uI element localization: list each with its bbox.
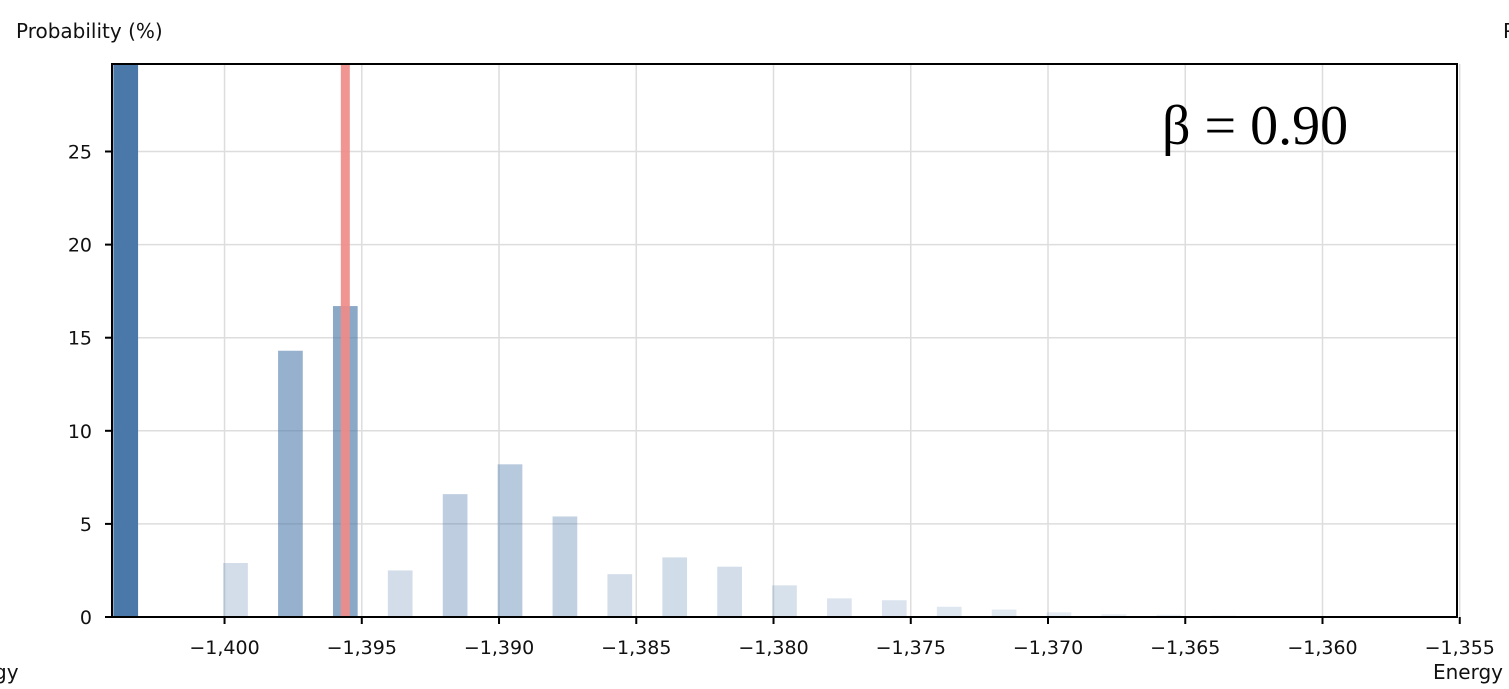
x-axis-ticks: −1,400 −1,395 −1,390 −1,385 −1,380 −1,375 −1,3…: [189, 617, 1495, 659]
x-tick-label: −1,360: [1287, 637, 1357, 659]
x-tick-label: −1,370: [1013, 637, 1083, 659]
histogram-bar: [607, 574, 633, 617]
histogram-bar: [497, 464, 523, 617]
histogram-bar: [1156, 614, 1182, 617]
x-tick-label: −1,385: [601, 637, 671, 659]
x-tick-label: −1,380: [738, 637, 808, 659]
reference-line: [340, 64, 350, 617]
histogram-bar: [991, 609, 1017, 617]
y-tick-label: 20: [68, 235, 92, 257]
left-edge-label: gy: [0, 660, 19, 684]
histogram-bar: [1101, 614, 1127, 617]
histogram-bar: [772, 585, 797, 617]
histogram-bar: [113, 64, 139, 617]
x-tick-label: −1,395: [327, 637, 397, 659]
y-tick-label: 0: [80, 607, 92, 629]
histogram-bars: [113, 64, 1401, 617]
y-axis-ticks: 0 5 10 15 20 25: [68, 142, 112, 629]
x-tick-label: −1,365: [1150, 637, 1220, 659]
histogram-bar: [278, 350, 303, 617]
y-axis-title: Probability (%): [16, 19, 163, 43]
plot-border: [111, 63, 1458, 618]
beta-annotation: β = 0.90: [1162, 95, 1348, 157]
y-tick-label: 15: [68, 328, 92, 350]
reference-line-group: [340, 64, 350, 617]
histogram-bar: [1046, 612, 1072, 617]
x-tick-label: −1,375: [876, 637, 946, 659]
x-tick-label: −1,400: [189, 637, 259, 659]
histogram-bar: [881, 600, 907, 617]
histogram-bar: [442, 494, 468, 617]
histogram-bar: [387, 570, 413, 617]
plot-frame: [111, 63, 1458, 618]
y-tick-label: 5: [80, 514, 92, 536]
x-tick-label: −1,355: [1425, 637, 1495, 659]
histogram-bar: [717, 566, 742, 617]
histogram-bar: [936, 606, 962, 617]
y-tick-label: 10: [68, 421, 92, 443]
histogram-bar: [223, 563, 248, 617]
histogram-bar: [827, 598, 852, 617]
x-axis-title: Energy: [1433, 660, 1503, 684]
y-tick-label: 25: [68, 142, 92, 164]
histogram-bar: [662, 557, 688, 617]
histogram-bar: [552, 516, 578, 617]
right-edge-label: P: [1503, 19, 1509, 43]
x-tick-label: −1,390: [464, 637, 534, 659]
